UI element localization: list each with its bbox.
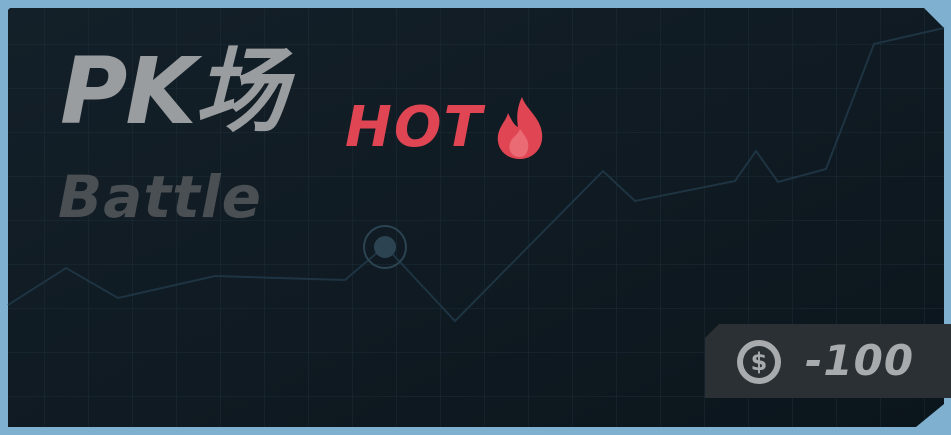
hot-badge: HOT bbox=[345, 95, 550, 161]
coin-dollar-icon: $ bbox=[737, 340, 781, 384]
cost-panel: $ -100 bbox=[705, 324, 951, 398]
card-subtitle: Battle bbox=[58, 163, 263, 231]
cost-value: -100 bbox=[805, 336, 915, 385]
flame-icon bbox=[497, 97, 542, 159]
card-title: PK场 bbox=[60, 38, 287, 145]
hot-label: HOT bbox=[345, 95, 484, 160]
graph-node-dot bbox=[374, 236, 396, 258]
svg-text:$: $ bbox=[751, 348, 768, 376]
graph-node-ring bbox=[363, 225, 407, 269]
trend-line bbox=[7, 27, 945, 323]
